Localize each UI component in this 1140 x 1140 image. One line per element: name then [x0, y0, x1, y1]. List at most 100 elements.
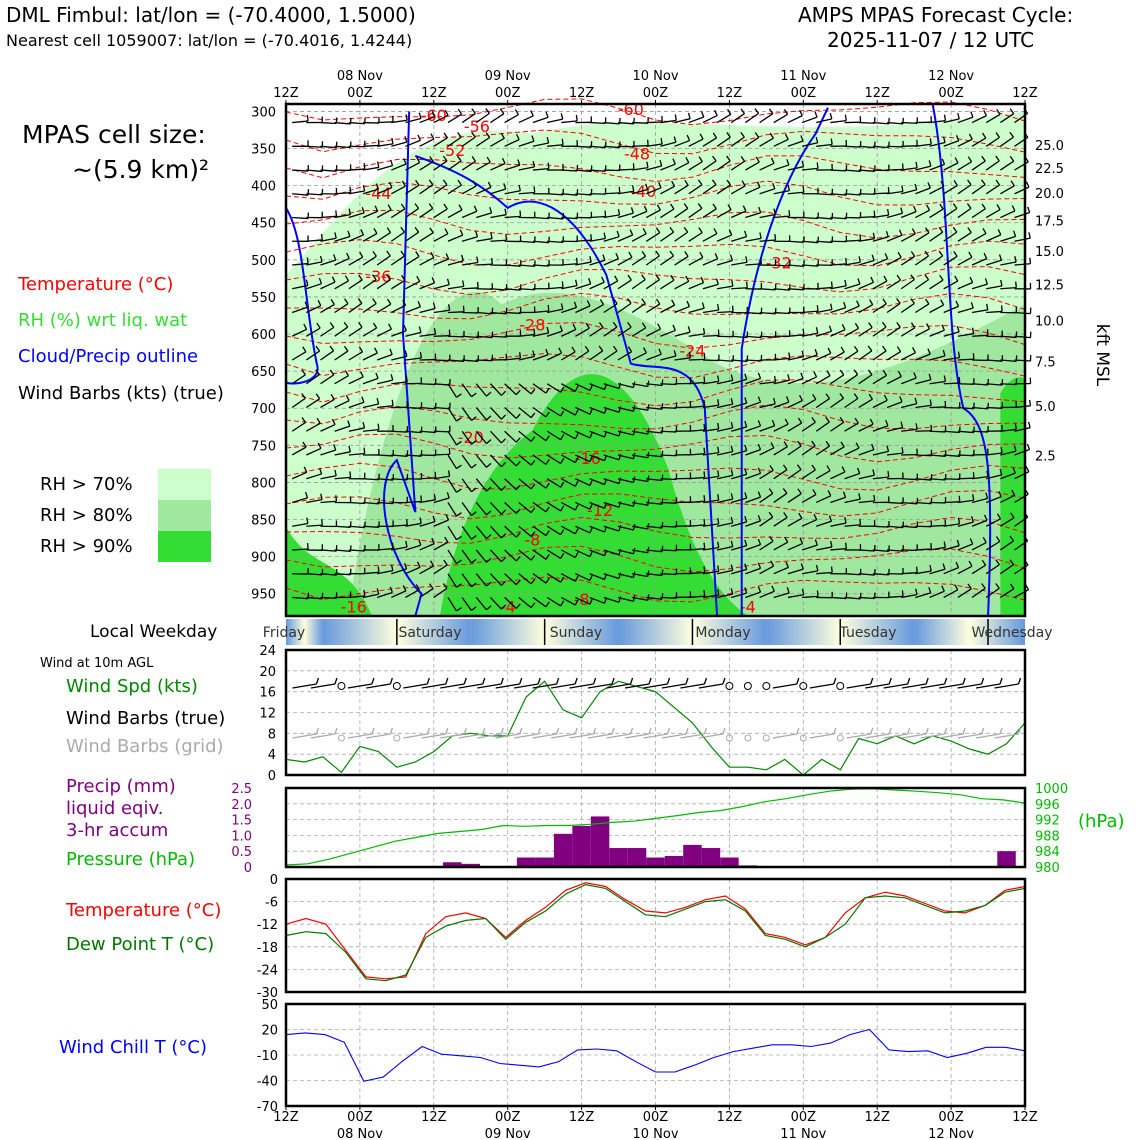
wind-barb-flag	[955, 300, 960, 307]
wind-barb-flag	[345, 395, 350, 401]
wind-barb	[943, 140, 959, 147]
wind-barb-flag	[530, 460, 536, 466]
wind-barb-flag	[956, 326, 960, 333]
wind-barb-flag	[545, 387, 550, 394]
wind-barb	[334, 326, 349, 337]
wind-barb	[475, 502, 487, 516]
wind-barb-flag	[500, 461, 507, 468]
wind-barb-flag	[786, 159, 790, 166]
pressure-tick-label: 800	[251, 476, 276, 491]
wind-barb	[589, 525, 605, 533]
wind-barb	[759, 288, 776, 291]
wind-barb-flag	[347, 420, 351, 427]
wind-barb-flag	[486, 391, 492, 397]
wind-barb	[929, 279, 944, 290]
wind-barb	[489, 478, 502, 491]
height-tick-label: 5.0	[1035, 400, 1056, 415]
wind-barb-flag	[744, 468, 748, 475]
wind-barb	[377, 478, 394, 481]
wind-barb-flag	[813, 371, 818, 378]
wind-barb-flag	[981, 583, 986, 589]
wind-barb	[603, 280, 619, 290]
wind-barb	[943, 589, 959, 599]
wind-barb	[957, 184, 972, 195]
wind-barb-flag	[545, 411, 550, 418]
wind-barb-flag	[853, 369, 859, 375]
wind-barb-flag	[939, 274, 944, 281]
wind-barb	[929, 185, 945, 195]
wind-barb	[504, 478, 517, 491]
surface-wind-barb	[403, 683, 428, 689]
wind-barb	[759, 540, 774, 551]
wind-barb	[419, 565, 434, 575]
wind-barb-flag	[530, 531, 536, 537]
wind-barb	[348, 168, 365, 171]
wind-barb	[787, 517, 803, 527]
wind-barb	[461, 236, 478, 242]
wind-barb-flag	[515, 579, 521, 586]
wind-barb	[759, 213, 776, 219]
wind-barb-flag	[458, 204, 463, 211]
wind-barb-flag	[957, 517, 961, 524]
wind-barb-flag	[515, 532, 521, 538]
wind-barb	[716, 403, 733, 409]
surface-wind-barb-flag	[445, 677, 449, 685]
wind-barb	[929, 163, 945, 171]
wind-barb-flag	[703, 400, 706, 407]
wind-barb	[334, 303, 349, 314]
wind-barb-flag	[443, 132, 448, 139]
wind-barb	[716, 184, 731, 195]
precip-bar	[997, 851, 1016, 867]
wind-barb-flag	[982, 227, 987, 234]
surface-wind-barb	[846, 683, 871, 689]
grid-wind-barb	[624, 733, 650, 739]
wind-barb	[745, 520, 761, 527]
grid-wind-barb-flag	[1017, 727, 1022, 735]
wind-barb-flag	[329, 345, 335, 352]
wind-barb-flag	[872, 469, 875, 476]
wind-barb	[362, 478, 379, 481]
surface-wind-barb-flag	[703, 677, 708, 685]
wind-barb-flag	[896, 298, 901, 304]
wind-barb-flag	[671, 299, 676, 306]
grid-wind-barb	[994, 733, 1019, 739]
wind-barb	[787, 191, 804, 195]
wind-barb-flag	[830, 138, 833, 145]
wind-barb	[999, 136, 1014, 147]
wind-barb-flag	[444, 228, 449, 235]
wind-barb	[745, 161, 760, 171]
wind-barb	[872, 326, 887, 337]
wind-barb	[915, 353, 931, 361]
wind-barb-flag	[697, 179, 703, 186]
wind-barb	[490, 188, 506, 195]
grid-wind-barb	[920, 733, 945, 739]
wind-barb-flag	[362, 421, 366, 429]
wind-barb-flag	[500, 580, 507, 586]
wind-barb-flag	[415, 584, 420, 590]
grid-wind-barb	[698, 733, 724, 739]
wind-barb	[887, 168, 904, 171]
wind-barb	[334, 280, 349, 290]
wind-barb	[858, 596, 875, 600]
wind-barb	[291, 306, 308, 314]
calm-circle-grid	[725, 734, 733, 742]
wind-barb-flag	[305, 279, 309, 286]
wind-barb	[957, 358, 974, 361]
wind-barb	[305, 422, 321, 432]
wind-barb	[802, 595, 819, 599]
wind-barb	[858, 474, 875, 480]
wind-barb	[1000, 494, 1015, 504]
wind-barb-flag	[532, 160, 536, 168]
wind-barb	[433, 160, 448, 171]
wind-barb	[575, 430, 591, 439]
wind-barb	[334, 476, 351, 480]
wind-barb	[447, 359, 464, 362]
surface-wind-barb	[698, 683, 724, 689]
wind-barb-flag	[428, 203, 434, 209]
surface-wind-barb	[661, 683, 687, 689]
wind-barb	[787, 399, 803, 409]
wind-barb-flag	[829, 303, 833, 310]
wind-barb-flag	[349, 471, 352, 478]
wind-barb	[560, 596, 576, 606]
wind-barb	[985, 234, 1002, 242]
